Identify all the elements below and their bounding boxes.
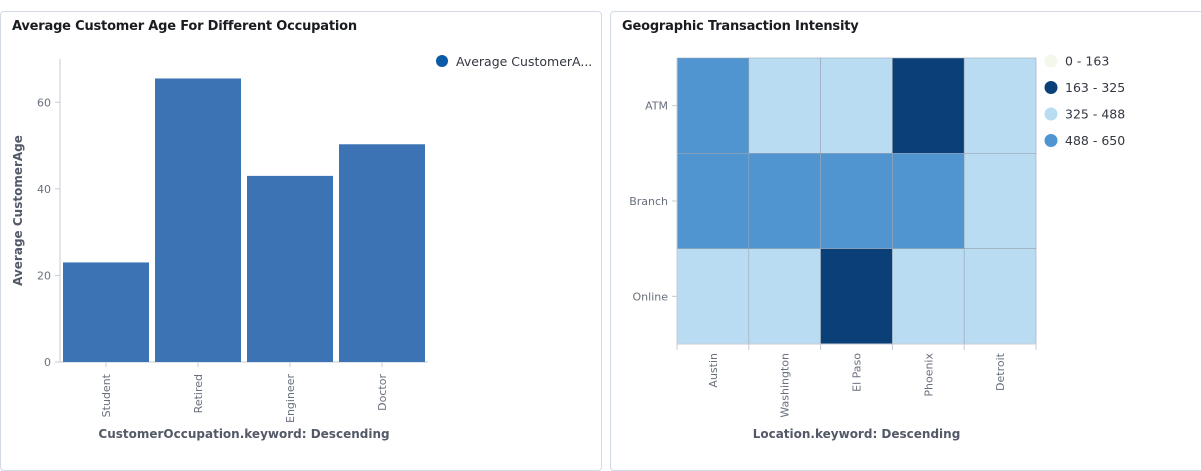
y-axis-title: Average CustomerAge (11, 135, 25, 286)
bar (155, 78, 241, 362)
x-tick-label: Engineer (284, 374, 297, 423)
heatmap-cell (892, 57, 965, 154)
heatmap-cell (963, 57, 1037, 154)
x-tick-label: Retired (192, 374, 205, 413)
heatmap-panel: Geographic Transaction Intensity ATM Bran… (610, 11, 1201, 471)
x-tick-label: Austin (707, 353, 720, 388)
legend-label: 325 - 488 (1065, 107, 1125, 122)
heatmap-svg: ATM Branch Online Austin Washington El Paso Ph… (629, 54, 1125, 442)
x-tick-label: Student (100, 373, 113, 417)
x-tick-label: El Paso (851, 353, 864, 392)
bar (247, 175, 333, 362)
legend-dot (1044, 81, 1058, 94)
legend-dot (436, 55, 448, 67)
heatmap-cell (748, 153, 821, 249)
x-tick-label: Doctor (376, 374, 389, 411)
y-tick-label: Online (633, 290, 669, 303)
x-tick-label: Washington (779, 353, 792, 418)
y-tick-label: 0 (44, 356, 51, 369)
x-tick-label: Phoenix (922, 353, 935, 397)
heatmap-cell (820, 153, 893, 249)
y-tick-label: ATM (645, 100, 668, 113)
legend-label: Average CustomerA... (456, 54, 592, 69)
legend-dot (1044, 54, 1058, 68)
y-tick-label: 60 (37, 96, 51, 109)
legend-dot (1044, 134, 1058, 147)
x-axis-title: CustomerOccupation.keyword: Descending (98, 427, 389, 441)
x-tick-label: Detroit (994, 352, 1007, 391)
heatmap-cell (963, 153, 1037, 249)
x-axis-title: Location.keyword: Descending (753, 427, 961, 441)
heatmap-cell (963, 248, 1037, 345)
legend-label: 0 - 163 (1065, 54, 1109, 69)
bar (63, 262, 149, 362)
bar-chart-title: Average Customer Age For Different Occup… (12, 19, 357, 34)
heatmap-title: Geographic Transaction Intensity (622, 19, 859, 34)
y-tick-label: 40 (37, 183, 51, 196)
y-tick-label: Branch (629, 195, 668, 208)
heatmap-cell (820, 248, 893, 345)
legend-dot (1044, 107, 1058, 121)
y-tick-label: 20 (37, 269, 51, 282)
bar-chart-panel: Average Customer Age For Different Occup… (0, 11, 602, 471)
heatmap-cell (676, 57, 750, 154)
bar (339, 144, 425, 362)
legend-label: 488 - 650 (1065, 133, 1125, 148)
heatmap-cell (676, 153, 750, 249)
heatmap-cell (748, 248, 821, 345)
heatmap-cell (820, 57, 893, 154)
legend-label: 163 - 325 (1065, 80, 1125, 95)
bar-chart-svg: 0 20 40 60 Student Retired Engineer Doctor Custo… (11, 54, 592, 441)
heatmap-cell (676, 248, 750, 345)
heatmap-cell (892, 153, 965, 249)
heatmap-cell (748, 57, 821, 154)
heatmap-cell (892, 248, 965, 345)
